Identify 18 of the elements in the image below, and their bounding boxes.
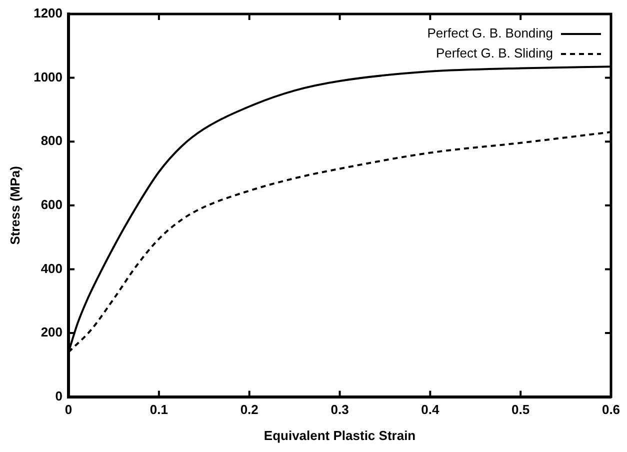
- x-tick-label: 0.4: [421, 402, 440, 418]
- legend-label: Perfect G. B. Sliding: [436, 46, 553, 61]
- x-axis-title: Equivalent Plastic Strain: [264, 428, 416, 443]
- x-tick-label: 0.2: [240, 402, 258, 418]
- x-tick-label: 0.6: [602, 402, 620, 418]
- x-tick-label: 0: [64, 402, 72, 418]
- y-tick-label: 800: [40, 133, 63, 148]
- y-tick-label: 1200: [34, 6, 63, 21]
- y-tick-label: 400: [40, 260, 63, 276]
- y-tick-label: 200: [40, 324, 63, 340]
- y-axis-title: Stress (MPa): [7, 166, 22, 245]
- x-tick-label: 0.3: [330, 402, 349, 418]
- x-tick-label: 0.1: [150, 402, 168, 418]
- x-tick-label: 0.5: [512, 402, 530, 418]
- y-tick-label: 0: [55, 388, 63, 404]
- y-tick-label: 600: [40, 196, 63, 212]
- y-tick-label: 1000: [34, 69, 63, 84]
- legend-label: Perfect G. B. Bonding: [427, 26, 553, 41]
